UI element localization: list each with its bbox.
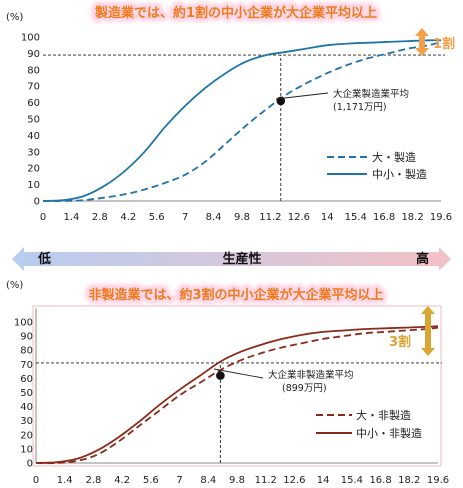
x-tick-label: 2.8 — [92, 212, 108, 223]
x-tick-label: 12.6 — [283, 475, 305, 486]
y-tick-label: 20 — [20, 430, 33, 441]
x-tick-label: 0 — [40, 212, 46, 223]
double-arrow-icon — [421, 306, 435, 356]
x-tick-label: 14 — [317, 475, 330, 486]
chart1-annotation-value: (1,171万円) — [333, 102, 387, 113]
x-tick-label: 18.2 — [398, 475, 420, 486]
x-tick-label: 8.4 — [206, 212, 222, 223]
x-tick-label: 1.4 — [63, 212, 79, 223]
y-tick-label: 10 — [27, 180, 40, 191]
series-line-dashed — [42, 41, 442, 202]
chart1-legend-label-dashed: 大・製造 — [372, 150, 416, 164]
x-tick-label: 1.4 — [57, 475, 73, 486]
chart1-y-ticks: 0 10 20 30 40 50 60 70 80 90 100 — [21, 33, 40, 208]
x-tick-label: 5.6 — [143, 475, 159, 486]
y-tick-label: 90 — [20, 332, 33, 343]
y-tick-label: 30 — [20, 416, 33, 427]
x-tick-label: 15.4 — [345, 212, 367, 223]
y-tick-label: 90 — [27, 49, 40, 60]
x-tick-label: 7 — [176, 475, 182, 486]
productivity-band: 低 生産性 高 — [12, 247, 451, 271]
chart1-legend: 大・製造 中小・製造 — [327, 150, 427, 181]
x-tick-label: 19.6 — [430, 212, 452, 223]
chart2-reference-marker — [216, 371, 225, 380]
y-tick-label: 10 — [20, 444, 33, 455]
band-arrow-shape — [12, 247, 451, 271]
chart1-annotation-label: 大企業製造業平均 — [333, 88, 409, 100]
x-tick-label: 11.2 — [255, 475, 277, 486]
chart1-legend-label-solid: 中小・製造 — [372, 167, 427, 181]
band-low-label: 低 — [37, 251, 51, 267]
chart1-annotation-leader — [275, 92, 329, 100]
chart2-annotation-value: (899万円) — [282, 383, 327, 394]
x-tick-label: 8.4 — [200, 475, 216, 486]
y-tick-label: 70 — [20, 360, 33, 371]
chart2-y-ticks: 0 10 20 30 40 50 60 70 80 90 100 — [14, 318, 33, 470]
chart2-legend: 大・非製造 中小・非製造 — [316, 408, 422, 440]
chart1-series — [42, 39, 442, 202]
y-tick-label: 0 — [34, 197, 40, 208]
chart2-title: 非製造業では、約3割の中小企業が大企業平均以上 — [88, 287, 383, 303]
y-tick-label: 40 — [20, 402, 33, 413]
y-tick-label: 20 — [27, 164, 40, 175]
chart2-series — [35, 325, 439, 465]
double-arrow-icon — [415, 28, 429, 56]
y-tick-label: 80 — [20, 346, 33, 357]
y-tick-label: 100 — [14, 318, 33, 329]
chart2-legend-label-solid: 中小・非製造 — [356, 426, 422, 440]
chart1-share-label: 1割 — [433, 36, 455, 52]
chart2-title-glow: 非製造業では、約3割の中小企業が大企業平均以上 — [88, 287, 383, 303]
chart1-title: 製造業では、約1割の中小企業が大企業平均以上 — [94, 5, 377, 21]
y-tick-label: 100 — [21, 33, 40, 44]
x-tick-label: 4.2 — [114, 475, 130, 486]
band-mid-label: 生産性 — [222, 251, 261, 267]
chart2-share-label: 3割 — [389, 334, 411, 350]
chart1-x-ticks: 0 1.4 2.8 4.2 5.6 7 8.4 9.8 11.2 12.6 14 15.4 16.8 18… — [40, 212, 452, 223]
x-tick-label: 11.2 — [259, 212, 281, 223]
x-tick-label: 14 — [321, 212, 334, 223]
x-tick-label: 19.6 — [427, 475, 449, 486]
chart2-x-ticks: 0 1.4 2.8 4.2 5.6 7 8.4 9.8 11.2 12.6 14 15.4 16.8 18… — [33, 475, 449, 486]
x-tick-label: 16.8 — [369, 475, 391, 486]
chart-nonmanufacturing: 非製造業では、約3割の中小企業が大企業平均以上 非製造業では、約3割の中小企業が… — [6, 280, 449, 486]
x-tick-label: 0 — [33, 475, 39, 486]
series-line-solid — [35, 325, 439, 464]
chart1-share-arrow: 1割 — [415, 28, 455, 56]
y-tick-label: 0 — [27, 459, 33, 470]
chart1-title-glow: 製造業では、約1割の中小企業が大企業平均以上 — [94, 5, 377, 21]
y-tick-label: 60 — [27, 98, 40, 109]
x-tick-label: 9.8 — [229, 475, 245, 486]
y-tick-label: 80 — [27, 65, 40, 76]
y-tick-label: 40 — [27, 131, 40, 142]
y-tick-label: 50 — [20, 388, 33, 399]
chart2-plot-frame — [32, 305, 442, 467]
x-tick-label: 16.8 — [373, 212, 395, 223]
chart1-y-unit: (%) — [6, 12, 23, 23]
x-tick-label: 2.8 — [85, 475, 101, 486]
y-tick-label: 30 — [27, 147, 40, 158]
chart-manufacturing: 製造業では、約1割の中小企業が大企業平均以上 製造業では、約1割の中小企業が大企… — [6, 3, 455, 224]
x-tick-label: 7 — [182, 212, 188, 223]
x-tick-label: 12.6 — [288, 212, 310, 223]
chart2-y-unit: (%) — [6, 280, 23, 291]
x-tick-label: 15.4 — [341, 475, 363, 486]
x-tick-label: 4.2 — [120, 212, 136, 223]
y-tick-label: 70 — [27, 82, 40, 93]
band-high-label: 高 — [416, 251, 429, 267]
x-tick-label: 5.6 — [149, 212, 165, 223]
series-line-solid — [42, 39, 442, 202]
chart2-share-arrow: 3割 — [389, 306, 435, 356]
chart2-annotation-leader — [213, 368, 264, 379]
series-line-dashed — [35, 326, 439, 465]
x-tick-label: 18.2 — [401, 212, 423, 223]
x-tick-label: 9.8 — [234, 212, 250, 223]
y-tick-label: 50 — [27, 115, 40, 126]
chart2-legend-label-dashed: 大・非製造 — [356, 408, 411, 422]
chart2-annotation-label: 大企業非製造業平均 — [268, 369, 354, 381]
y-tick-label: 60 — [20, 374, 33, 385]
